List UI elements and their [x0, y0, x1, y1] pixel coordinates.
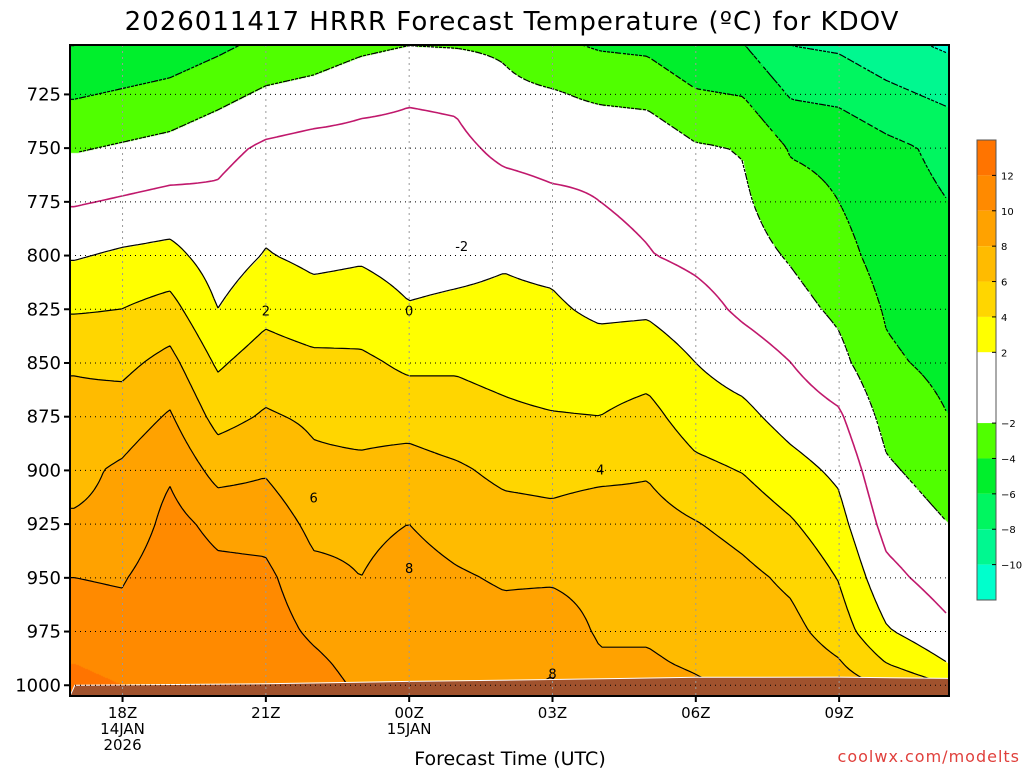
colorbar-swatch — [977, 316, 996, 353]
colorbar-swatch — [977, 210, 996, 247]
contour-label: -2 — [455, 240, 468, 255]
y-tick-label: 825 — [27, 299, 61, 320]
y-tick-label: 900 — [27, 460, 61, 481]
colorbar-tick-label: −8 — [1001, 525, 1016, 536]
colorbar-tick-label: 4 — [1001, 313, 1007, 324]
x-tick-label: 2026 — [103, 736, 141, 754]
y-tick-label: 800 — [27, 246, 61, 267]
colorbar-frame — [976, 139, 997, 601]
contour-label: 2 — [262, 304, 270, 319]
contour-line--2 — [77, 45, 947, 522]
y-tick-label: 975 — [27, 622, 61, 643]
y-axis: 725 750 775 800 825 850 875 900 925 950 975 1000 — [15, 84, 70, 696]
colorbar-swatch — [977, 175, 996, 211]
colorbar-swatch — [977, 493, 996, 530]
colorbar-tick-label: −6 — [1001, 490, 1016, 501]
colorbar-swatch — [977, 458, 996, 494]
chart-title: 2026011417 HRRR Forecast Temperature (ºC… — [125, 7, 900, 37]
contour-line-8 — [70, 409, 738, 694]
x-tick-label: 18Z — [108, 704, 137, 722]
ground-area — [70, 676, 949, 696]
colorbar-tick-label: −2 — [1001, 419, 1016, 430]
colorbar-tick-label: 8 — [1001, 242, 1007, 253]
y-tick-label: 775 — [27, 192, 61, 213]
contour-line-6 — [70, 345, 900, 694]
colorbar-tick-label: −10 — [1001, 561, 1022, 572]
colorbar-tick-label: 10 — [1001, 207, 1014, 218]
x-tick-label: 15JAN — [387, 720, 432, 738]
y-tick-label: 850 — [27, 353, 61, 374]
contour-label: 8 — [548, 668, 556, 683]
contour-line-4 — [70, 290, 947, 685]
x-tick-label: 06Z — [681, 704, 710, 722]
plot-area: 2 0 -2 4 6 8 8 — [69, 44, 950, 697]
contour-label: 8 — [405, 562, 413, 577]
colorbar: 12 10 8 6 4 2 −2 −4 −6 −8 −10 — [976, 139, 1022, 601]
colorbar-tick-label: −4 — [1001, 454, 1016, 465]
y-tick-label: 925 — [27, 514, 61, 535]
colorbar-swatch — [977, 140, 996, 176]
y-tick-label: 875 — [27, 407, 61, 428]
y-tick-label: 1000 — [15, 675, 61, 696]
x-axis-title: Forecast Time (UTC) — [414, 748, 605, 768]
colorbar-tick-label: 2 — [1001, 348, 1007, 359]
x-tick-label: 14JAN — [100, 720, 145, 738]
temperature-field — [70, 45, 949, 696]
contour-line-2 — [70, 238, 947, 663]
contour-label: 4 — [596, 463, 604, 478]
y-tick-label: 950 — [27, 568, 61, 589]
x-tick-label: 21Z — [251, 704, 280, 722]
colorbar-tick-label: 6 — [1001, 278, 1007, 289]
colorbar-swatch — [977, 529, 996, 565]
x-tick-label: 09Z — [824, 704, 853, 722]
colorbar-tick-label: 12 — [1001, 171, 1014, 182]
y-tick-label: 750 — [27, 138, 61, 159]
plot-frame — [69, 44, 950, 697]
colorbar-swatch — [977, 564, 996, 600]
colorbar-swatch — [977, 423, 996, 459]
x-tick-label: 03Z — [538, 704, 567, 722]
colorbar-swatch — [977, 352, 996, 424]
contour-label: 0 — [405, 304, 413, 319]
colorbar-swatch — [977, 246, 996, 282]
colorbar-swatch — [977, 281, 996, 317]
contour-line-0 — [70, 106, 947, 614]
credit-link[interactable]: coolwx.com/modelts — [838, 747, 1020, 766]
x-tick-label: 00Z — [394, 704, 423, 722]
contour-label: 6 — [309, 491, 317, 506]
y-tick-label: 725 — [27, 84, 61, 105]
gridlines — [70, 45, 949, 696]
